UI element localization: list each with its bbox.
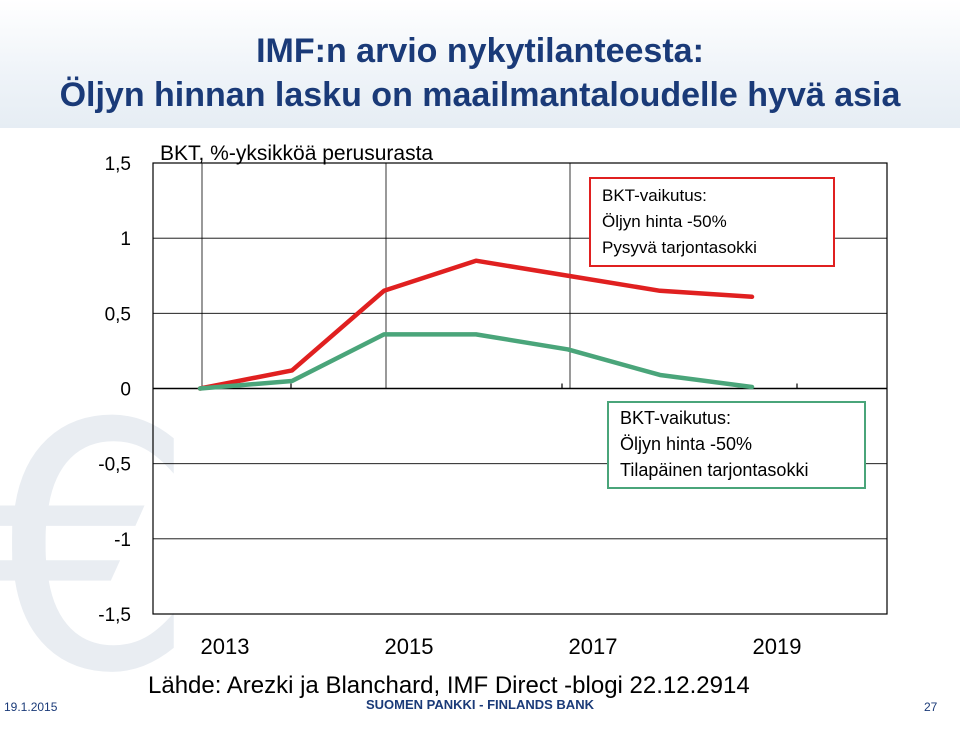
y-tick-label: -1,5	[98, 605, 131, 626]
chart-title: BKT, %-yksikköä perusurasta	[160, 142, 433, 165]
x-tick-label: 2019	[753, 634, 802, 659]
x-tick-label: 2015	[385, 634, 434, 659]
y-tick-label: -1	[114, 530, 131, 551]
y-tick-label: 0,5	[105, 304, 131, 325]
annotation-text: Öljyn hinta -50%	[620, 434, 752, 454]
annotation-text: Tilapäinen tarjontasokki	[620, 460, 808, 480]
y-tick-label: -0,5	[98, 455, 131, 476]
x-tick-label: 2013	[201, 634, 250, 659]
y-tick-label: 1	[120, 229, 131, 250]
y-tick-label: 1,5	[105, 154, 131, 175]
series-line-1	[200, 261, 752, 389]
annotation-text: Pysyvä tarjontasokki	[602, 238, 757, 257]
gdp-impact-line-chart: 1,5 1 0,5 0 -0,5 -1 -1,5 2013 2015 2017 2019 BKT, %…	[0, 0, 960, 712]
y-tick-label: 0	[120, 380, 131, 401]
annotation-text: BKT-vaikutus:	[602, 186, 707, 205]
annotation-text: BKT-vaikutus:	[620, 408, 731, 428]
source-note: Lähde: Arezki ja Blanchard, IMF Direct -…	[148, 672, 750, 700]
footer-brand: SUOMEN PANKKI - FINLANDS BANK	[0, 697, 960, 712]
annotation-text: Öljyn hinta -50%	[602, 212, 727, 231]
x-tick-label: 2017	[569, 634, 618, 659]
series-line-2	[200, 334, 752, 388]
